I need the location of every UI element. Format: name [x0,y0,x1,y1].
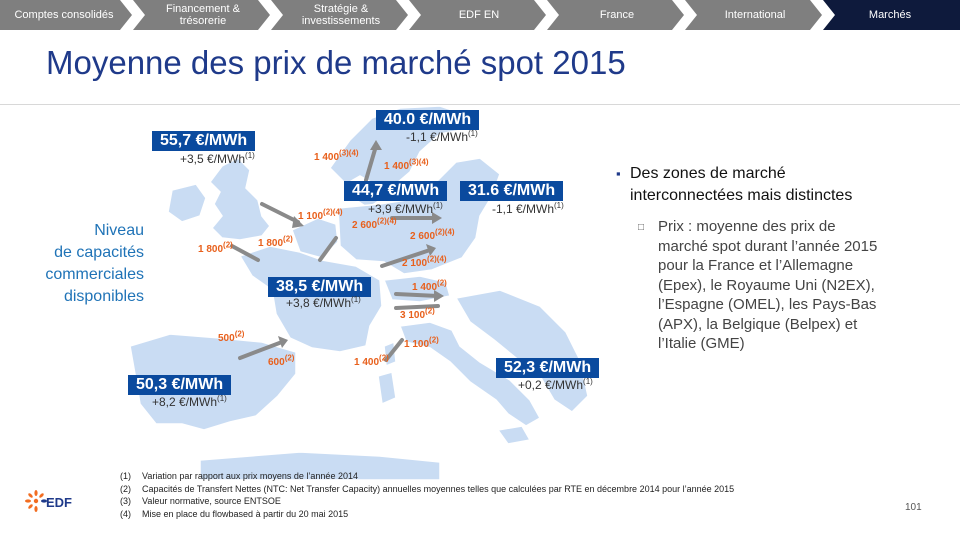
capacity-label-12: 600(2) [268,353,295,368]
arrow-france-italy [384,338,404,362]
arrow-france-de-2 [394,304,440,310]
bullet-sub-line-7: l’Italie (GME) [658,335,745,352]
tab-france[interactable]: France [599,9,635,21]
tab-financement-tresorerie[interactable]: Financement & trésorerie [166,3,240,27]
bullet-sub-line-1: Prix : moyenne des prix de [658,218,836,235]
legend-line-2: de capacités [54,244,144,261]
price-var-nordic: -1,1 €/MWh(1) [406,129,478,145]
capacity-label-14: 1 400(2) [354,353,389,368]
tab-shape-comptes [0,0,132,30]
bullet-list: ▪ Des zones de marché interconnectées ma… [616,163,951,354]
legend-line-3: commerciales [45,266,144,283]
bullet-sub-line-3: pour la France et l’Allemagne [658,257,854,274]
tab-marches[interactable]: Marchés [868,9,912,21]
tab-comptes-consolides[interactable]: Comptes consolidés [14,9,114,21]
tab-shape-strategie [271,0,408,30]
bullet-main-line-1: Des zones de marché [630,165,786,182]
legend-line-4: disponibles [63,288,144,305]
arrowhead-2 [292,216,304,228]
footnote-2: (2) Capacités de Transfert Nettes (NTC: N… [120,483,735,494]
map-balkans [454,289,589,413]
bullet-main: ▪ Des zones de marché interconnectées ma… [616,163,951,207]
price-box-benelux: 44,7 €/MWh [344,181,448,201]
price-var-uk: +3,5 €/MWh(1) [180,151,255,167]
footnote-4: (4) Mise en place du flowbased à partir d… [120,508,349,519]
map-ireland [167,183,207,223]
bullet-main-line-2: interconnectées mais distinctes [630,187,853,204]
tab-shape-financement [133,0,270,30]
capacity-label-7: 1 800(2) [198,240,233,255]
tab-edf-en[interactable]: EDF EN [458,9,500,21]
capacity-legend: Niveau de capacités commerciales disponi… [20,220,144,308]
capacity-label-13: 1 100(2) [404,335,439,350]
capacity-label-10: 3 100(2) [400,306,435,321]
tab-shape-edfen [409,0,546,30]
page-number: 101 [905,502,922,513]
price-box-uk: 55,7 €/MWh [152,131,256,151]
footnote-3: (3) Valeur normative, source ENTSOE [120,496,281,506]
bullet-sub-line-5: l’Espagne (OMEL), les Pays-Bas [658,296,877,313]
tab-shape-marches [823,0,960,30]
capacity-label-9: 1 400(2) [412,278,447,293]
bullet-sub: □ Prix : moyenne des prix de marché spot… [616,217,951,354]
capacity-label-5: 2 600(2)(4) [410,227,455,242]
arrow-spain-france [238,340,284,360]
bullet-sub-line-4: (Epex), le Royaume Uni (N2EX), [658,276,875,294]
tab-international[interactable]: International [724,9,786,21]
capacity-label-1: 1 400(3)(4) [314,148,359,163]
price-box-nordic: 40.0 €/MWh [376,110,480,130]
arrowhead-6 [278,336,288,348]
tab-shape-france [547,0,684,30]
title-divider [0,104,960,105]
price-box-italy: 52,3 €/MWh [496,358,600,378]
tab-shape-international [685,0,822,30]
nav-chevrons [0,0,960,30]
price-box-germany: 31.6 €/MWh [460,181,564,201]
footnote-1: (1) Variation par rapport aux prix moyens… [120,471,358,481]
arrow-nordic-benelux [364,144,378,182]
price-var-france: +3,8 €/MWh(1) [286,295,361,311]
arrow-france-germany [380,248,432,268]
price-var-germany: -1,1 €/MWh(1) [492,201,564,217]
arrowhead-5 [434,290,444,302]
capacity-label-3: 1 100(2)(4) [298,207,343,222]
square-bullet-icon: ▪ [616,166,621,181]
europe-map [129,105,589,480]
price-var-benelux: +3,9 €/MWh(1) [368,201,443,217]
price-var-italy: +0,2 €/MWh(1) [518,377,593,393]
page-title: Moyenne des prix de marché spot 2015 [46,44,626,81]
map-north-africa [199,451,441,480]
arrow-uk-benelux [260,202,300,224]
arrow-france-ch [394,292,440,298]
map-uk [209,157,271,241]
map-france [238,245,383,353]
price-box-france: 38,5 €/MWh [268,277,372,297]
capacity-label-2: 1 400(3)(4) [384,157,429,172]
arrow-uk-france [230,244,260,262]
footnotes: (1) Variation par rapport aux prix moyens… [120,470,734,520]
map-italy [398,321,542,427]
map-sicily [496,425,532,445]
hollow-square-bullet-icon: □ [638,222,645,233]
bullet-sub-line-2: marché spot durant l’année 2015 [658,237,878,255]
bullet-sub-line-6: (APX), la Belgique (Belpex) et [658,315,858,333]
arrowhead-1 [370,140,382,150]
section-nav: Comptes consolidés Financement & trésore… [0,0,960,30]
capacity-label-4: 2 600(2)(4) [352,216,397,231]
tab-strategie-investissements[interactable]: Stratégie & investissements [301,3,381,27]
edf-logo-icon [25,490,47,512]
capacity-label-11: 500(2) [218,329,245,344]
map-sardinia [377,371,397,406]
capacity-label-8: 2 100(2)(4) [402,254,447,269]
arrow-benelux-france [318,236,338,262]
arrowhead-3 [432,212,442,224]
edf-logo-text: EDF [46,495,72,510]
legend-line-1: Niveau [94,222,144,239]
capacity-label-6: 1 800(2) [258,234,293,249]
price-box-spain: 50,3 €/MWh [128,375,232,395]
arrowhead-4 [426,244,436,256]
price-var-spain: +8,2 €/MWh(1) [152,394,227,410]
